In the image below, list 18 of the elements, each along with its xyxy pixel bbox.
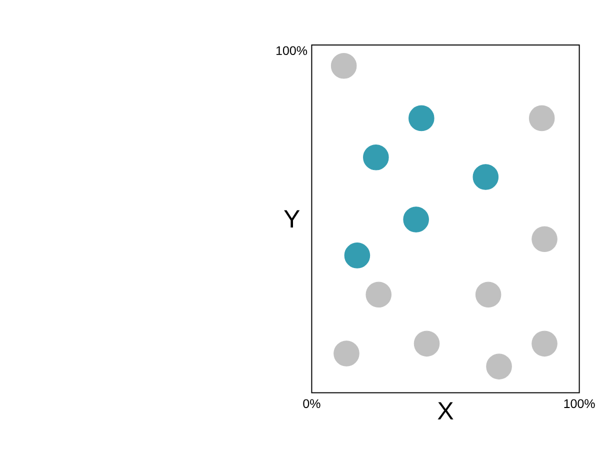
y-axis-title: Y [284,210,300,228]
point [486,354,512,380]
point [334,340,360,366]
point [403,206,429,232]
point [472,164,499,190]
point [532,226,558,252]
point [475,282,502,308]
point [532,330,558,357]
text: 100% [276,46,308,56]
point [344,242,370,268]
point [366,282,392,308]
point [528,105,555,132]
point [330,53,357,79]
point [414,330,440,357]
x-axis-title: X [438,402,454,420]
x-tick-label: 0% [303,399,320,408]
point [408,105,434,132]
point [363,144,389,170]
